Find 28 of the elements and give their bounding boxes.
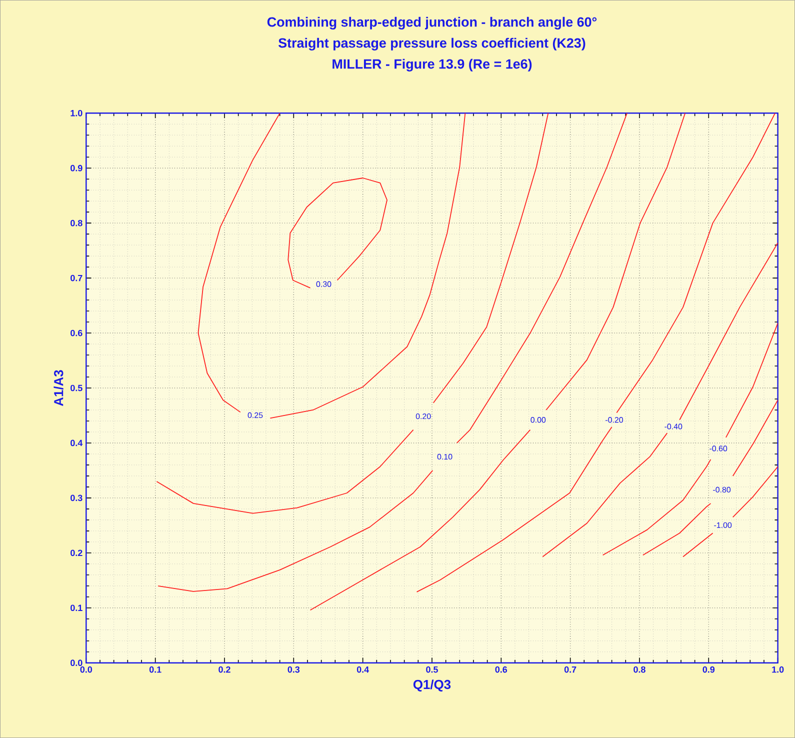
x-tick-label: 0.1	[149, 666, 162, 673]
line-series	[288, 178, 388, 288]
y-tick-label: 0.2	[70, 550, 82, 556]
x-tick-label: 0.5	[426, 666, 438, 673]
y-tick-label: 1.0	[70, 110, 82, 116]
y-tick-label: 0.1	[70, 604, 82, 612]
y-tick-label: 0.7	[70, 274, 82, 282]
x-tick-label: 0.8	[634, 666, 646, 673]
y-tick-label: 0.8	[70, 220, 82, 226]
y-tick-label: 0.9	[70, 164, 82, 172]
text: MILLER - Figure 13.9 (Re = 1e6)	[332, 58, 532, 72]
y-tick-label: 0.3	[70, 494, 82, 502]
y-tick-label: 0.0	[70, 660, 82, 666]
x-tick-label: 0.6	[495, 666, 508, 673]
y-tick-label: 0.6	[70, 330, 82, 336]
x-tick-label: 1.0	[772, 666, 784, 673]
y-axis-title: A1/A3	[54, 370, 64, 406]
x-tick-label: 0.3	[288, 666, 300, 673]
y-tick-label: 0.5	[70, 384, 82, 392]
x-tick-label: 0.4	[356, 666, 369, 673]
y-tick-label: 0.4	[70, 440, 83, 446]
x-tick-label: 0.2	[218, 666, 230, 673]
x-tick-label: 0.0	[80, 666, 92, 673]
chart-title: Combining sharp-edged junction - branch angle 60°	[267, 16, 597, 30]
x-tick-label: 0.9	[702, 666, 715, 673]
x-axis-title: Q1/Q3	[413, 680, 451, 692]
chart-subtitle: Straight passage pressure loss coefficient (K23)	[278, 38, 586, 50]
x-tick-label: 0.7	[564, 666, 576, 673]
